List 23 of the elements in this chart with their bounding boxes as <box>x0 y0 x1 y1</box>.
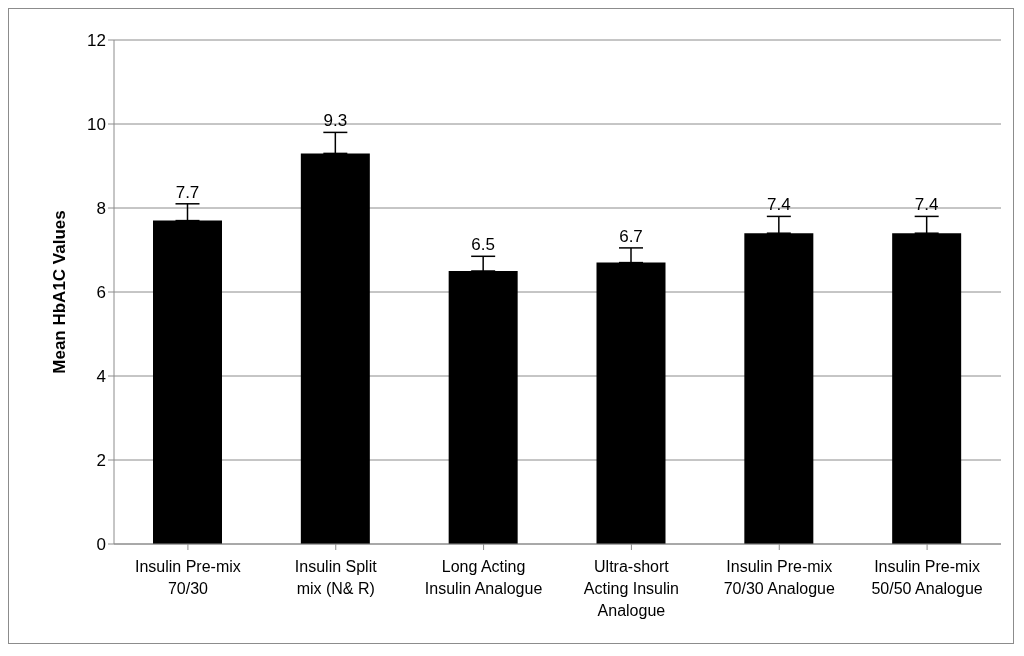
data-label: 6.7 <box>619 226 643 246</box>
data-label: 7.4 <box>914 195 939 215</box>
data-label: 9.3 <box>323 111 348 131</box>
data-label: 6.5 <box>471 235 495 255</box>
bar <box>744 233 814 544</box>
y-tick-label: 12 <box>87 31 106 51</box>
y-tick-label: 0 <box>96 535 106 555</box>
y-tick-label: 4 <box>96 367 106 387</box>
y-tick-label: 8 <box>96 199 106 219</box>
x-tick-label: Insulin Pre-mix 70/30 <box>135 558 241 597</box>
data-label: 7.7 <box>175 182 200 202</box>
y-tick-label: 10 <box>87 115 106 135</box>
x-tick-label: Insulin Split mix (N& R) <box>294 558 378 597</box>
y-tick-label: 6 <box>96 283 106 303</box>
x-tick-label: Long Acting Insulin Analogue <box>424 558 543 597</box>
x-tick-label: Insulin Pre-mix 50/50 Analogue <box>871 558 983 597</box>
x-tick-label: Insulin Pre-mix 70/30 Analogue <box>723 558 835 597</box>
bar <box>892 233 962 544</box>
bar <box>448 271 518 544</box>
y-tick-label: 2 <box>96 451 106 471</box>
data-label: 7.4 <box>767 195 791 215</box>
y-axis-title: Mean HbA1C Values <box>50 210 70 374</box>
x-tick-label: Ultra-short Acting Insulin Analogue <box>583 558 679 619</box>
